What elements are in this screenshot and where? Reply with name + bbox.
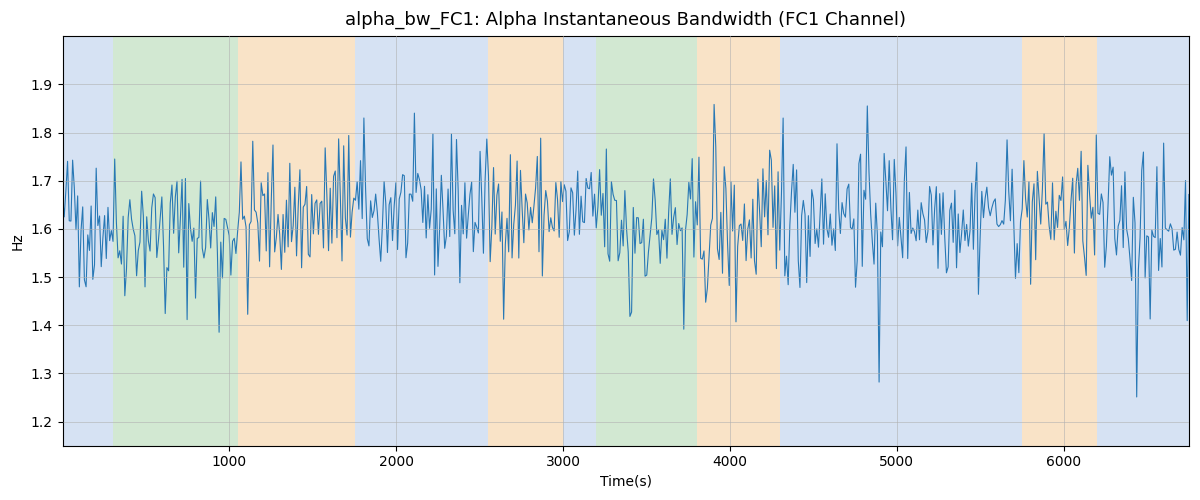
Title: alpha_bw_FC1: Alpha Instantaneous Bandwidth (FC1 Channel): alpha_bw_FC1: Alpha Instantaneous Bandwi… (346, 11, 906, 30)
Bar (1022, 36, 1097, 446)
Bar (1097, 36, 1189, 446)
X-axis label: Time(s): Time(s) (600, 475, 652, 489)
Bar (596, 36, 697, 446)
Bar (354, 36, 488, 446)
Bar (62, 36, 113, 446)
Y-axis label: Hz: Hz (11, 232, 25, 250)
Bar (697, 36, 780, 446)
Bar (113, 36, 238, 446)
Bar (780, 36, 1022, 446)
Bar (488, 36, 563, 446)
Bar (563, 36, 596, 446)
Bar (238, 36, 354, 446)
